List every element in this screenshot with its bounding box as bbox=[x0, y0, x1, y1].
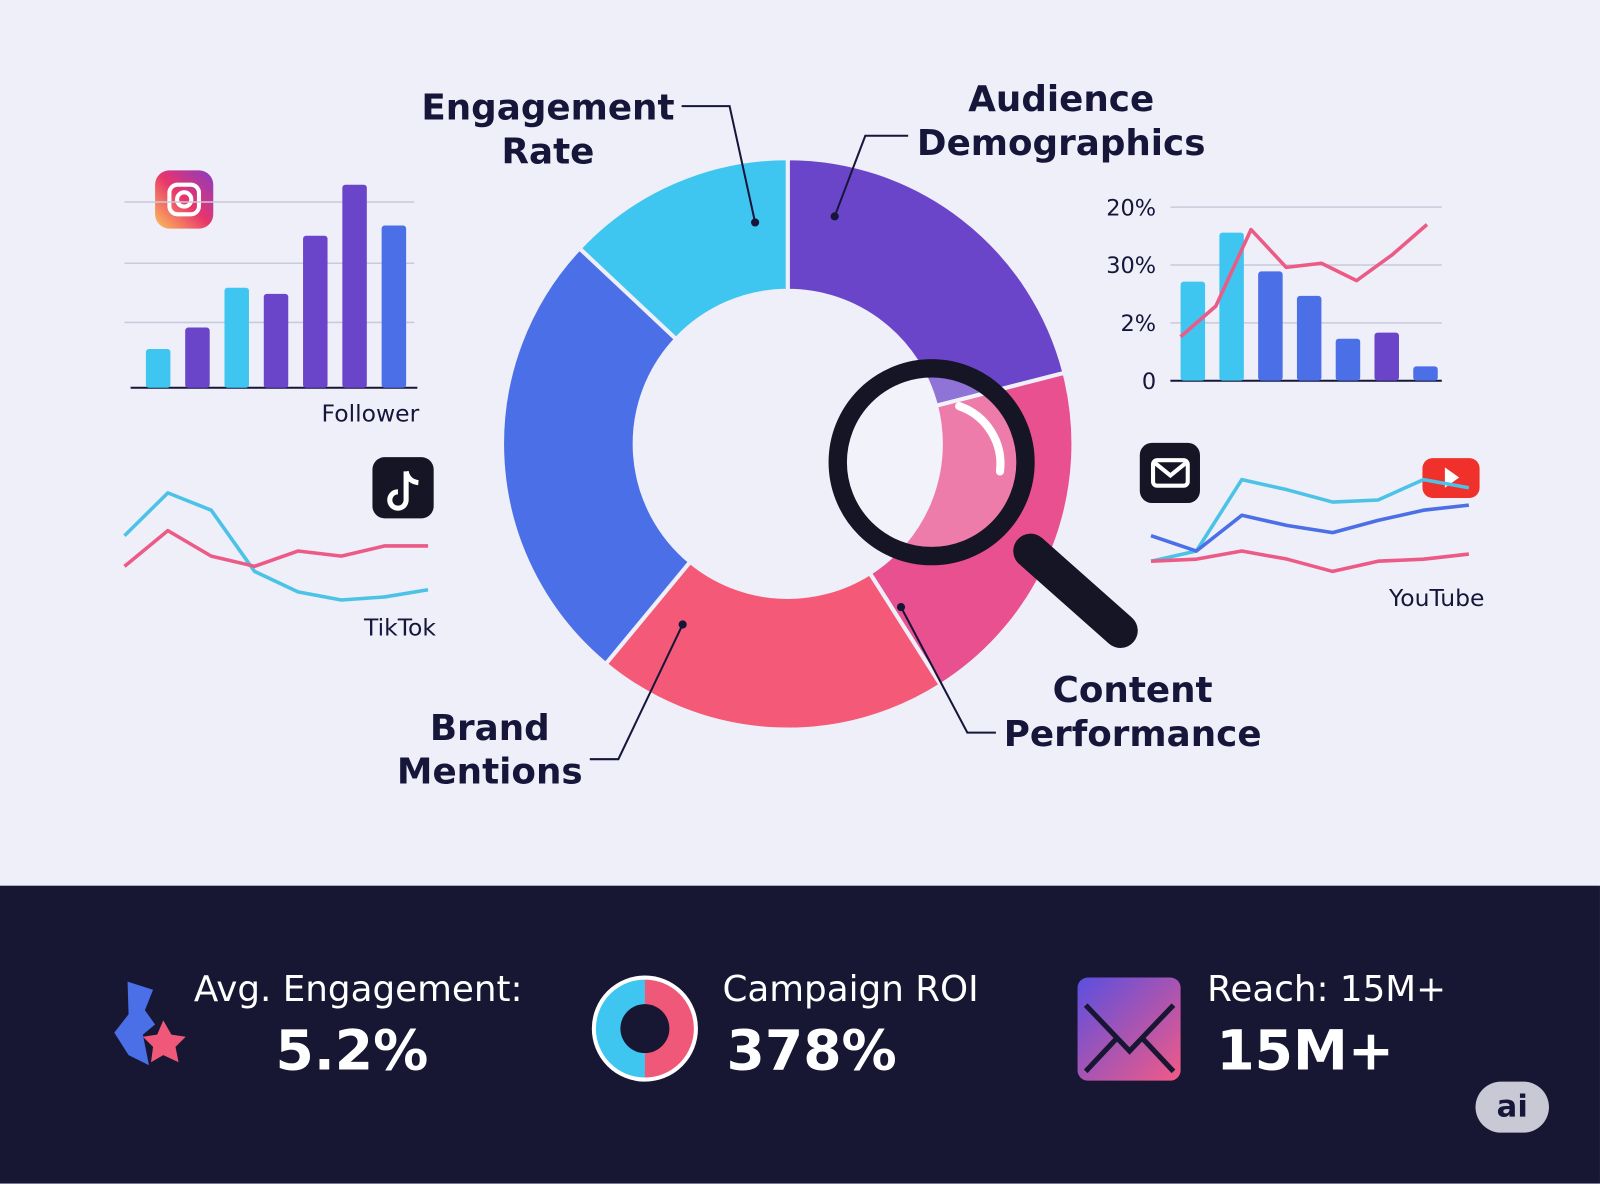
magnifier bbox=[828, 359, 1138, 648]
donut-segment bbox=[602, 558, 944, 732]
bar bbox=[185, 327, 210, 388]
segment-label: Content Performance bbox=[1003, 670, 1262, 756]
bar bbox=[1180, 281, 1206, 381]
chart-label: YouTube bbox=[1389, 585, 1485, 613]
bar bbox=[381, 225, 407, 388]
leader-line bbox=[900, 606, 996, 734]
mail-glyph bbox=[1152, 460, 1189, 479]
engagement-icon bbox=[114, 981, 156, 1066]
leader-line bbox=[833, 134, 909, 217]
tick-label: 20% bbox=[1106, 195, 1156, 221]
leader-dot bbox=[751, 218, 760, 227]
bar bbox=[303, 235, 328, 388]
chart-label: TikTok bbox=[363, 615, 437, 642]
leader-dot bbox=[896, 603, 906, 612]
segment-label: Audience Demographics bbox=[916, 79, 1206, 165]
stat-label: Reach: 15M+ bbox=[1207, 969, 1447, 1011]
leader-dot bbox=[678, 620, 687, 629]
bar bbox=[224, 287, 249, 388]
leader-line bbox=[681, 105, 757, 223]
leader-line bbox=[589, 624, 684, 761]
leader-dot bbox=[830, 212, 839, 221]
line bbox=[123, 528, 429, 569]
roi-icon bbox=[644, 977, 696, 1080]
reach-icon bbox=[1083, 1003, 1176, 1074]
roi-icon bbox=[620, 1004, 670, 1054]
mail-glyph bbox=[1151, 458, 1190, 488]
line bbox=[1150, 503, 1470, 553]
bar bbox=[1258, 271, 1283, 381]
line bbox=[1150, 477, 1470, 563]
tick-label: 0 bbox=[1142, 369, 1156, 395]
instagram-glyph bbox=[167, 182, 202, 217]
stat-value: 15M+ bbox=[1216, 1018, 1395, 1083]
stat-value: 5.2% bbox=[275, 1018, 429, 1083]
ai-badge: ai bbox=[1475, 1081, 1549, 1133]
stat-label: Campaign ROI bbox=[722, 969, 979, 1011]
line bbox=[1150, 549, 1470, 574]
stat-value: 378% bbox=[726, 1018, 897, 1083]
tick-label: 30% bbox=[1106, 253, 1156, 279]
bar bbox=[1296, 295, 1322, 381]
line bbox=[1179, 223, 1429, 339]
bar bbox=[1219, 232, 1244, 381]
bar bbox=[263, 293, 289, 388]
donut-segment bbox=[576, 156, 790, 342]
engagement-icon bbox=[142, 1020, 186, 1063]
bar bbox=[1413, 366, 1438, 381]
segment-label: Brand Mentions bbox=[396, 708, 583, 793]
tick-label: 2% bbox=[1121, 311, 1157, 337]
stat-label: Avg. Engagement: bbox=[193, 969, 523, 1011]
chart-label: Follower bbox=[321, 401, 420, 428]
roi-icon bbox=[591, 975, 698, 1082]
tiktok-glyph bbox=[387, 470, 419, 511]
footer-band bbox=[0, 885, 1600, 1184]
bar bbox=[1335, 338, 1361, 381]
donut-segment bbox=[500, 245, 694, 667]
segment-label: Engagement Rate bbox=[421, 87, 675, 173]
bar bbox=[1374, 332, 1399, 381]
bar bbox=[342, 184, 367, 388]
bar bbox=[145, 348, 171, 388]
line bbox=[123, 491, 429, 602]
instagram-icon bbox=[155, 170, 214, 229]
instagram-glyph bbox=[174, 190, 194, 209]
donut-segment bbox=[785, 156, 1067, 409]
